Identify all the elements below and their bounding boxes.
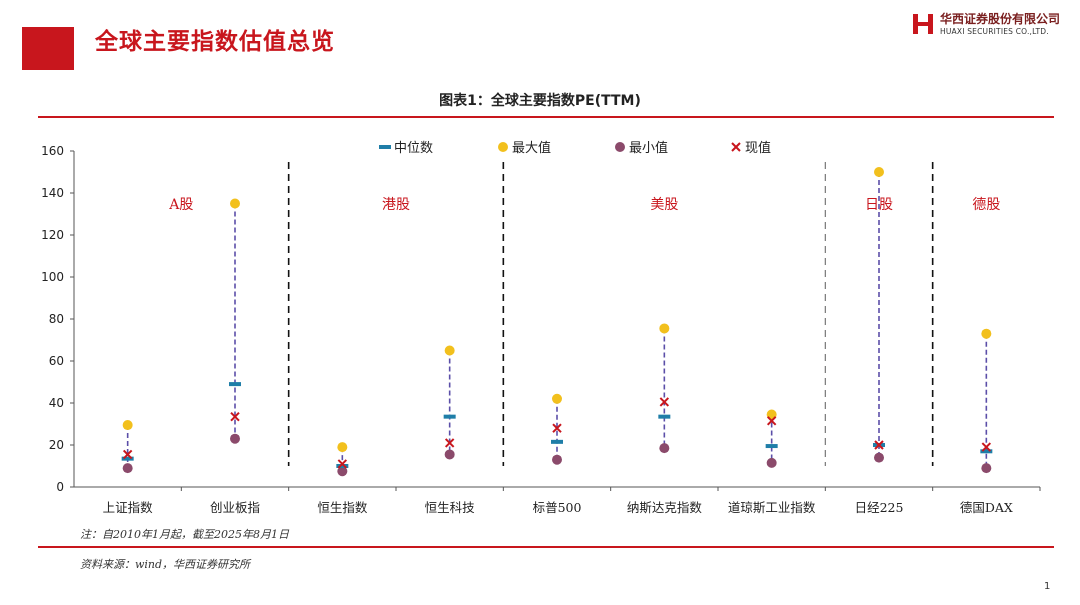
y-tick-label: 40: [49, 396, 64, 410]
median-marker: [551, 439, 563, 444]
current-value-marker: [230, 411, 240, 422]
y-tick-label: 120: [41, 228, 64, 242]
slide-title: 全球主要指数估值总览: [95, 29, 335, 55]
company-logo: 华西证券股份有限公司 HUAXI SECURITIES CO.,LTD.: [912, 10, 1072, 40]
current-value-marker: [444, 438, 455, 448]
x-stroke: [337, 459, 348, 469]
max-marker: [122, 420, 133, 431]
legend-swatch: [379, 145, 391, 149]
min-marker: [122, 463, 133, 474]
y-tick-label: 160: [41, 144, 64, 158]
min-marker: [230, 433, 240, 444]
x-category-label: 道琼斯工业指数: [728, 500, 816, 515]
median-marker: [443, 414, 456, 419]
y-tick-label: 140: [41, 186, 64, 200]
x-stroke: [766, 416, 777, 426]
min-marker: [552, 454, 562, 465]
y-tick-label: 60: [49, 354, 64, 368]
x-category-label: 恒生指数: [317, 500, 368, 515]
company-name-cn: 华西证券股份有限公司: [940, 12, 1061, 26]
legend-label: 中位数: [394, 141, 433, 156]
median-marker: [121, 456, 134, 461]
x-category-label: 标普500: [533, 500, 582, 515]
legend-label: 最小值: [629, 140, 668, 156]
current-value-marker: [981, 442, 992, 452]
max-marker: [552, 393, 562, 404]
x-stroke: [981, 442, 992, 452]
legend-swatch: [615, 142, 625, 152]
median-marker: [229, 382, 241, 387]
company-name-en: HUAXI SECURITIES CO.,LTD.: [940, 27, 1049, 36]
x-stroke: [731, 142, 741, 152]
x-stroke: [874, 440, 884, 450]
max-marker: [659, 323, 670, 334]
current-value-marker: [766, 416, 777, 426]
x-stroke: [552, 423, 562, 433]
legend-swatch: [731, 142, 741, 152]
market-group-label: A股: [168, 197, 193, 213]
max-marker: [337, 442, 348, 453]
y-tick-label: 100: [41, 270, 64, 284]
max-marker: [981, 328, 992, 339]
x-category-label: 纳斯达克指数: [627, 500, 703, 515]
huaxi-logo-icon: [913, 14, 933, 34]
y-tick-label: 80: [49, 312, 64, 326]
market-group-label: 港股: [382, 197, 410, 213]
median-marker: [980, 449, 993, 454]
min-marker: [874, 452, 884, 463]
median-marker: [336, 464, 349, 468]
market-group-label: 德股: [972, 197, 1000, 213]
x-stroke: [659, 397, 670, 407]
current-value-marker: [337, 459, 348, 469]
min-marker: [444, 449, 455, 460]
data-source: 资料来源：wind，华西证券研究所: [80, 558, 251, 571]
max-marker: [444, 345, 455, 356]
median-marker: [658, 414, 671, 419]
chart-caption: 图表1：全球主要指数PE(TTM): [439, 93, 641, 109]
min-marker: [766, 457, 777, 468]
current-value-marker: [552, 423, 562, 433]
x-category-label: 创业板指: [210, 500, 260, 515]
current-value-marker: [874, 440, 884, 450]
chart-note: 注：自2010年1月起，截至2025年8月1日: [80, 528, 289, 541]
x-stroke: [444, 438, 455, 448]
legend-label: 最大值: [512, 140, 551, 156]
page-number: 1: [1044, 581, 1051, 592]
y-tick-label: 20: [49, 438, 64, 452]
x-stroke: [122, 449, 133, 460]
market-group-label: 美股: [650, 197, 678, 213]
x-category-label: 恒生科技: [425, 500, 476, 515]
y-tick-label: 0: [56, 480, 64, 494]
legend-swatch: [498, 142, 508, 152]
footer-divider: [38, 546, 1054, 548]
legend-label: 现值: [745, 140, 771, 156]
x-category-label: 德国DAX: [960, 500, 1013, 515]
title-accent-block: [22, 27, 74, 70]
current-value-marker: [122, 449, 133, 460]
caption-divider: [38, 116, 1054, 118]
min-marker: [659, 443, 670, 454]
max-marker: [230, 198, 240, 209]
min-marker: [337, 466, 348, 477]
x-category-label: 上证指数: [103, 500, 154, 515]
median-marker: [765, 444, 778, 449]
x-stroke: [230, 411, 240, 422]
x-category-label: 日经225: [855, 500, 904, 515]
current-value-marker: [659, 397, 670, 407]
min-marker: [981, 463, 992, 474]
max-marker: [874, 167, 884, 177]
